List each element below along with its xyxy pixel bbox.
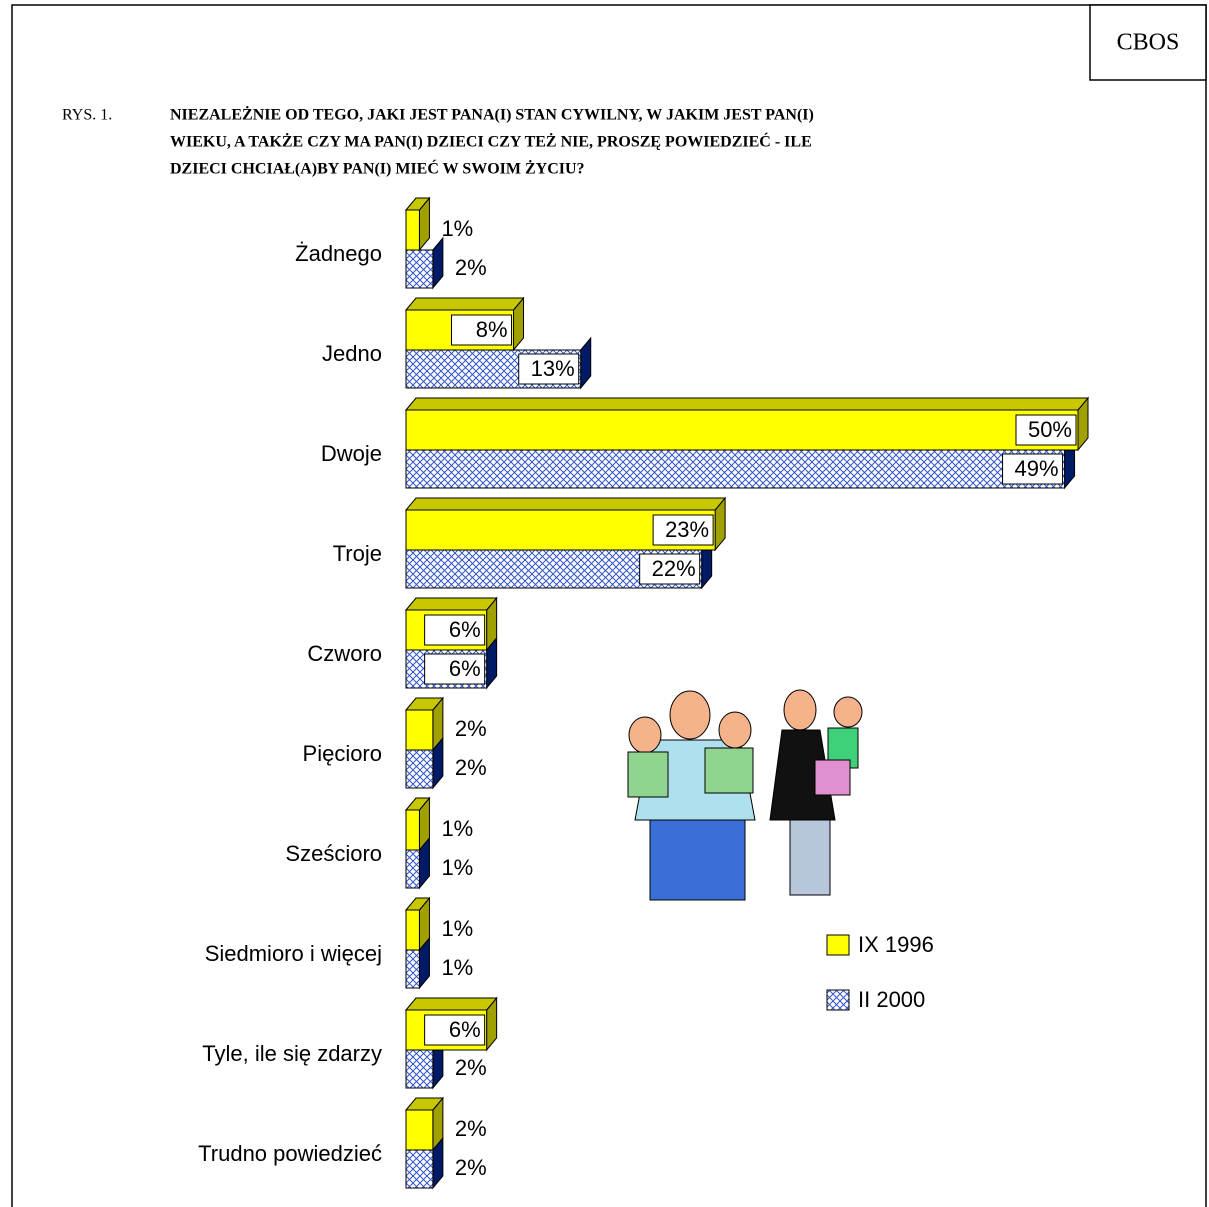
value-label: 49% (1015, 456, 1059, 481)
value-label: 6% (449, 617, 481, 642)
bar (405, 709, 434, 751)
category-label: Tyle, ile się zdarzy (202, 1041, 382, 1066)
value-label: 1% (441, 855, 473, 880)
bar (405, 1049, 434, 1089)
value-label: 13% (531, 356, 575, 381)
bar-top (404, 297, 525, 311)
source-box (1089, 4, 1207, 81)
title-line: DZIECI CHCIAŁ(A)BY PAN(I) MIEĆ W SWOIM Ż… (170, 159, 585, 178)
value-label-box (424, 653, 486, 685)
figure-label: RYS. 1. (62, 107, 112, 124)
value-label: 1% (441, 216, 473, 241)
value-label-box (451, 314, 513, 346)
value-label: 8% (476, 317, 508, 342)
value-label-box (424, 1014, 486, 1046)
bar (405, 909, 420, 951)
value-label: 2% (455, 255, 487, 280)
value-label: 2% (455, 1116, 487, 1141)
value-label: 2% (455, 1055, 487, 1080)
category-label: Troje (333, 541, 382, 566)
legend-label: II 2000 (858, 987, 925, 1012)
legend-label: IX 1996 (858, 932, 934, 957)
legend-swatch (826, 989, 850, 1011)
category-label: Żadnego (295, 241, 382, 266)
value-label: 1% (441, 816, 473, 841)
bar (405, 1109, 434, 1151)
bar (405, 449, 1066, 489)
bar (405, 809, 420, 851)
title-line: WIEKU, A TAKŻE CZY MA PAN(I) DZIECI CZY … (170, 132, 812, 151)
value-label: 2% (455, 755, 487, 780)
value-label: 22% (652, 556, 696, 581)
bar-side (432, 236, 444, 290)
value-label: 6% (449, 656, 481, 681)
bar (405, 209, 420, 251)
legend-swatch (826, 934, 850, 956)
value-label: 50% (1028, 417, 1072, 442)
category-label: Siedmioro i więcej (205, 941, 382, 966)
source: CBOS (1117, 30, 1180, 56)
value-label: 1% (441, 955, 473, 980)
bar (405, 1149, 434, 1189)
value-label-box (1002, 453, 1064, 485)
category-label: Czworo (307, 641, 382, 666)
bar-top (404, 597, 498, 611)
bar (405, 949, 420, 989)
value-label-box (424, 614, 486, 646)
value-label: 1% (441, 916, 473, 941)
category-label: Jedno (322, 341, 382, 366)
category-label: Sześcioro (285, 841, 382, 866)
title-line: NIEZALEŻNIE OD TEGO, JAKI JEST PANA(I) S… (170, 105, 814, 124)
bar (405, 749, 434, 789)
value-label-box (1015, 414, 1077, 446)
value-label-box (652, 514, 714, 546)
category-label: Dwoje (321, 441, 382, 466)
clip-art (627, 689, 863, 901)
value-label-box (518, 353, 580, 385)
value-label: 2% (455, 716, 487, 741)
category-label: Pięcioro (303, 741, 382, 766)
bar (405, 249, 434, 289)
frame (11, 4, 1207, 1207)
value-label: 6% (449, 1017, 481, 1042)
bar-top (404, 997, 498, 1011)
value-label: 2% (455, 1155, 487, 1180)
value-label: 23% (665, 517, 709, 542)
category-label: Trudno powiedzieć (198, 1141, 382, 1166)
bar (405, 849, 420, 889)
bar-side (580, 336, 592, 390)
bar-top (404, 397, 1090, 411)
bar-top (404, 497, 727, 511)
value-label-box (639, 553, 701, 585)
bar (405, 409, 1079, 451)
